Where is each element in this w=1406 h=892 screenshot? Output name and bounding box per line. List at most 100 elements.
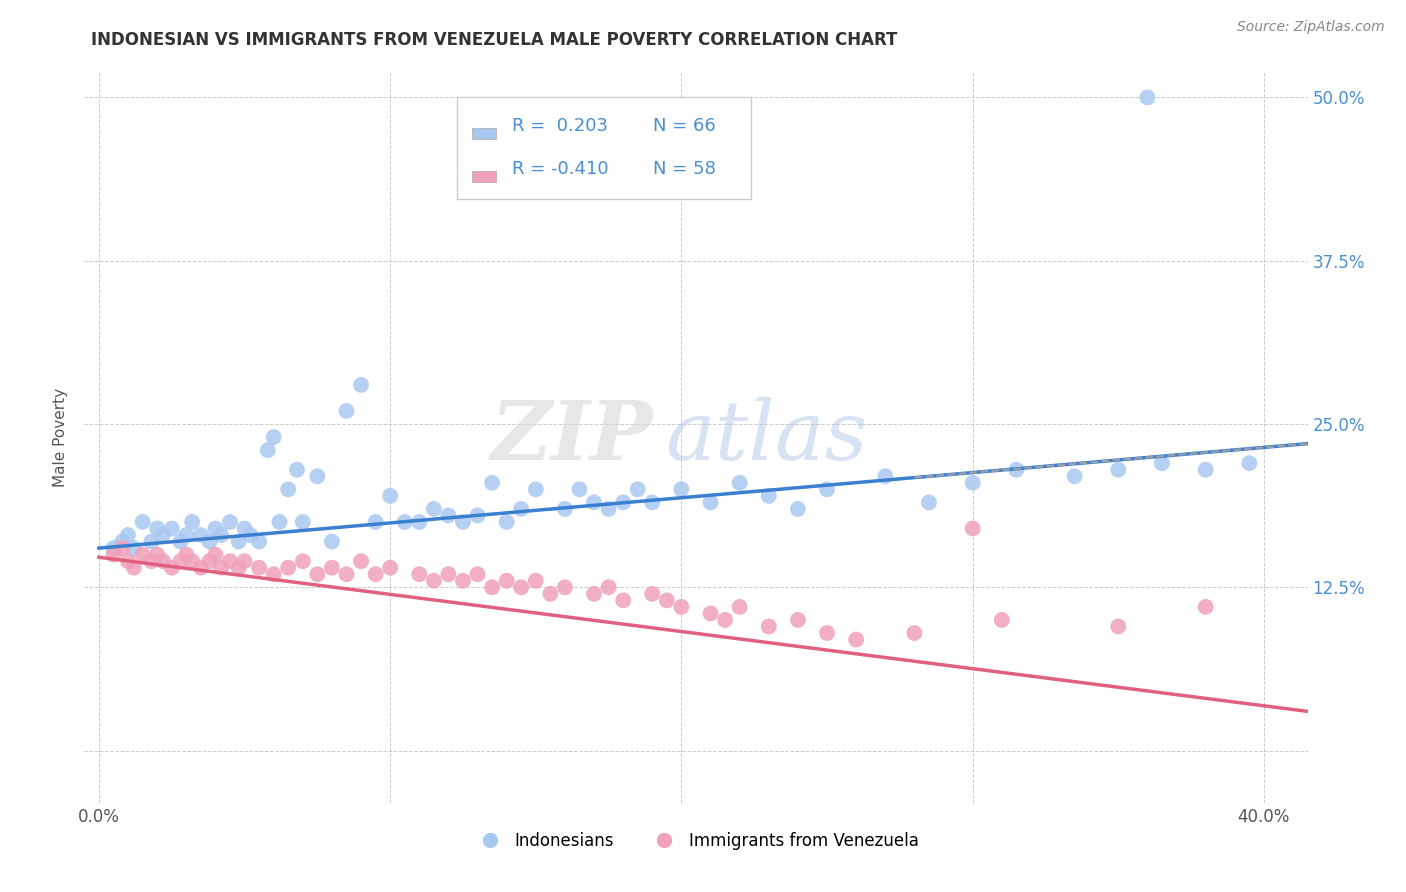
- Point: [269, 515, 291, 529]
- Point: [481, 475, 503, 490]
- FancyBboxPatch shape: [472, 128, 496, 139]
- Point: [524, 574, 547, 588]
- Point: [190, 528, 212, 542]
- FancyBboxPatch shape: [457, 97, 751, 200]
- Point: [423, 574, 446, 588]
- Point: [699, 495, 721, 509]
- Point: [787, 502, 810, 516]
- Point: [146, 521, 169, 535]
- Point: [467, 567, 489, 582]
- Text: N = 58: N = 58: [654, 160, 716, 178]
- Point: [394, 515, 416, 529]
- Point: [728, 599, 751, 614]
- Point: [467, 508, 489, 523]
- Point: [380, 489, 402, 503]
- Point: [364, 567, 387, 582]
- Point: [263, 430, 285, 444]
- Point: [141, 534, 163, 549]
- Point: [152, 554, 174, 568]
- Point: [1195, 599, 1218, 614]
- Point: [335, 404, 357, 418]
- Text: Source: ZipAtlas.com: Source: ZipAtlas.com: [1237, 20, 1385, 34]
- Point: [204, 521, 226, 535]
- Point: [285, 463, 308, 477]
- Point: [481, 580, 503, 594]
- Point: [510, 502, 533, 516]
- Point: [671, 483, 693, 497]
- Point: [1150, 456, 1173, 470]
- Point: [307, 469, 329, 483]
- Point: [875, 469, 897, 483]
- Point: [247, 560, 270, 574]
- Point: [181, 554, 204, 568]
- Point: [554, 580, 576, 594]
- Point: [291, 554, 314, 568]
- Point: [198, 554, 221, 568]
- Point: [209, 560, 232, 574]
- Point: [408, 567, 430, 582]
- Point: [364, 515, 387, 529]
- Point: [598, 580, 620, 594]
- Point: [568, 483, 591, 497]
- Point: [263, 567, 285, 582]
- Point: [233, 554, 256, 568]
- Point: [152, 528, 174, 542]
- Point: [1005, 463, 1028, 477]
- Point: [146, 548, 169, 562]
- Point: [350, 554, 373, 568]
- Point: [291, 515, 314, 529]
- Point: [103, 541, 125, 555]
- Point: [451, 515, 474, 529]
- Point: [451, 574, 474, 588]
- Point: [524, 483, 547, 497]
- Point: [758, 619, 780, 633]
- Point: [583, 495, 606, 509]
- Point: [903, 626, 925, 640]
- Text: INDONESIAN VS IMMIGRANTS FROM VENEZUELA MALE POVERTY CORRELATION CHART: INDONESIAN VS IMMIGRANTS FROM VENEZUELA …: [91, 31, 898, 49]
- Point: [277, 483, 299, 497]
- Point: [169, 554, 191, 568]
- Point: [103, 548, 125, 562]
- Point: [321, 560, 343, 574]
- Point: [122, 560, 145, 574]
- Point: [169, 534, 191, 549]
- Point: [1239, 456, 1261, 470]
- Text: ZIP: ZIP: [491, 397, 654, 477]
- Point: [174, 528, 197, 542]
- Point: [131, 548, 153, 562]
- Point: [247, 534, 270, 549]
- Point: [815, 626, 838, 640]
- Point: [209, 528, 232, 542]
- Point: [131, 515, 153, 529]
- Point: [510, 580, 533, 594]
- Text: atlas: atlas: [665, 397, 868, 477]
- Point: [1107, 463, 1129, 477]
- Point: [239, 528, 262, 542]
- Point: [641, 495, 664, 509]
- Point: [612, 593, 634, 607]
- Point: [204, 548, 226, 562]
- Point: [554, 502, 576, 516]
- Point: [598, 502, 620, 516]
- Point: [160, 521, 183, 535]
- Point: [962, 475, 984, 490]
- Point: [612, 495, 634, 509]
- Point: [655, 593, 678, 607]
- Point: [111, 541, 134, 555]
- Text: R =  0.203: R = 0.203: [513, 117, 609, 136]
- FancyBboxPatch shape: [472, 170, 496, 182]
- Point: [174, 548, 197, 562]
- Point: [117, 528, 139, 542]
- Point: [714, 613, 737, 627]
- Point: [111, 534, 134, 549]
- Point: [1195, 463, 1218, 477]
- Point: [122, 541, 145, 555]
- Point: [1107, 619, 1129, 633]
- Point: [141, 554, 163, 568]
- Point: [277, 560, 299, 574]
- Point: [335, 567, 357, 582]
- Point: [758, 489, 780, 503]
- Point: [641, 587, 664, 601]
- Point: [257, 443, 280, 458]
- Point: [437, 567, 460, 582]
